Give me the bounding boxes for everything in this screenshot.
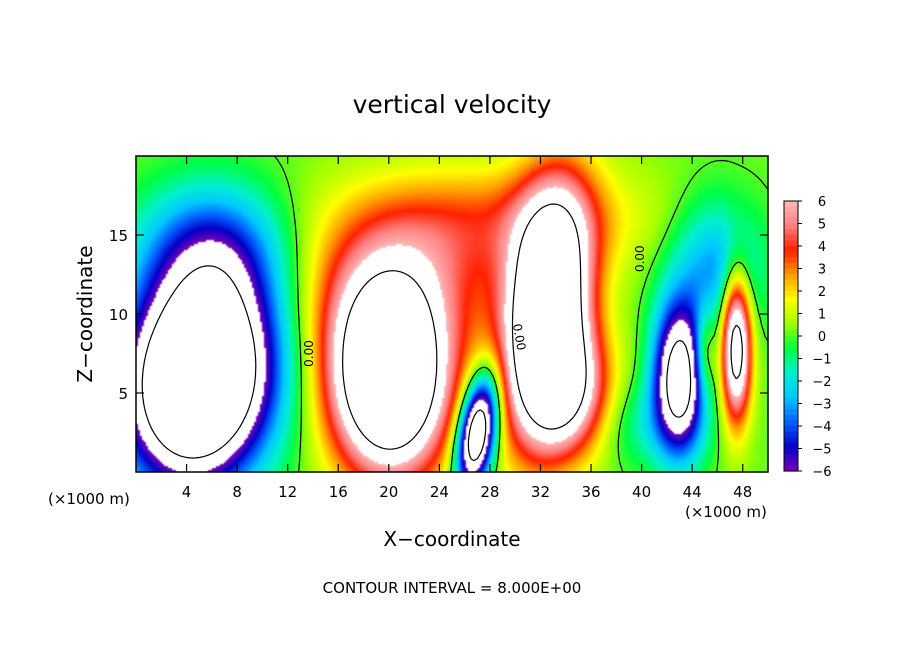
- x-tick-label: 44: [683, 483, 702, 501]
- x-tick-label: 4: [182, 483, 192, 501]
- colorbar-swatch: [784, 420, 798, 427]
- colorbar-swatch: [784, 240, 798, 247]
- velocity-field: [136, 156, 768, 472]
- colorbar-swatch: [784, 364, 798, 371]
- x-axis-label: X−coordinate: [383, 527, 520, 551]
- x-axis: 4 8 12 16 20 24 28 32 36 40 44 48: [182, 156, 752, 501]
- y-axis: 5 10 15: [109, 227, 768, 403]
- colorbar-swatch: [784, 431, 798, 438]
- colorbar-swatch: [784, 324, 798, 331]
- colorbar-swatch: [784, 352, 798, 360]
- colorbar-swatch: [784, 229, 798, 236]
- colorbar-swatch: [784, 403, 798, 410]
- y-tick-label: 5: [118, 385, 128, 403]
- colorbar-tick-label: −6: [812, 465, 831, 480]
- colorbar-swatch: [784, 409, 798, 416]
- y-axis-label: Z−coordinate: [73, 245, 97, 382]
- x-tick-label: 12: [278, 483, 297, 501]
- colorbar-swatch: [784, 442, 798, 450]
- contour-line: [141, 265, 692, 462]
- contour-line: [342, 203, 743, 450]
- colorbar-swatch: [784, 397, 798, 405]
- colorbar-swatch: [784, 285, 798, 292]
- colorbar-labels: 6 5 4 3 2 1 0 −1 −2 −3 −4 −5 −6: [798, 195, 832, 480]
- x-tick-label: 28: [480, 483, 499, 501]
- colorbar-swatch: [784, 381, 798, 388]
- x-tick-label: 48: [733, 483, 752, 501]
- colorbar-tick-label: 4: [818, 240, 826, 255]
- colorbar-tick-label: −3: [812, 398, 831, 413]
- colorbar-swatch: [784, 426, 798, 433]
- colorbar-swatch: [784, 291, 798, 298]
- colorbar-swatch: [784, 274, 798, 281]
- colorbar-swatch: [784, 448, 798, 455]
- colorbar-swatch: [784, 392, 798, 399]
- colorbar-swatch: [784, 375, 798, 382]
- plot-area: [136, 156, 768, 472]
- colorbar-swatch: [784, 358, 798, 365]
- colorbar-tick-label: 6: [818, 195, 826, 210]
- colorbar-swatch: [784, 217, 798, 225]
- contour-line: [273, 156, 768, 472]
- colorbar-swatch: [784, 336, 798, 343]
- colorbar-swatch: [784, 257, 798, 264]
- x-tick-label: 36: [581, 483, 600, 501]
- x-tick-label: 8: [232, 483, 242, 501]
- contour-label: 0.00: [633, 245, 647, 272]
- colorbar-swatch: [784, 347, 798, 354]
- colorbar-swatch: [784, 414, 798, 421]
- x-unit-right: (×1000 m): [685, 503, 767, 521]
- colorbar-tick-label: −2: [812, 375, 831, 390]
- colorbar-swatch: [784, 251, 798, 258]
- chart-title: vertical velocity: [353, 90, 552, 119]
- colorbar-tick-label: −1: [812, 353, 831, 368]
- colorbar-swatch: [784, 201, 798, 208]
- colorbar-tick-label: 3: [818, 263, 826, 278]
- colorbar-tick-label: 5: [818, 218, 826, 233]
- colorbar-tick-label: 2: [818, 285, 826, 300]
- contour-label: 0.00: [302, 340, 316, 367]
- x-tick-label: 40: [632, 483, 651, 501]
- colorbar-swatch: [784, 465, 798, 472]
- colorbar-swatch: [784, 206, 798, 213]
- colorbar-tick-label: 0: [818, 330, 826, 345]
- colorbar-swatch: [784, 296, 798, 303]
- contour-labels: 0.00 0.00 0.00: [302, 245, 647, 367]
- colorbar: [783, 200, 799, 472]
- colorbar-tick-label: −4: [812, 420, 831, 435]
- x-tick-label: 16: [329, 483, 348, 501]
- colorbar-swatch: [784, 212, 798, 219]
- colorbar-swatch: [784, 341, 798, 348]
- colorbar-swatch: [784, 319, 798, 326]
- contour-label: 0.00: [510, 323, 528, 352]
- contour-interval-note: CONTOUR INTERVAL = 8.000E+00: [323, 579, 582, 597]
- colorbar-swatch: [784, 234, 798, 241]
- colorbar-swatch: [784, 454, 798, 461]
- x-tick-label: 32: [531, 483, 550, 501]
- colorbar-swatch: [784, 223, 798, 230]
- y-tick-label: 15: [109, 227, 128, 245]
- colorbar-tick-label: −5: [812, 443, 831, 458]
- x-unit-left: (×1000 m): [48, 490, 130, 508]
- colorbar-swatch: [784, 459, 798, 466]
- colorbar-swatch: [784, 307, 798, 315]
- colorbar-tick-label: 1: [818, 308, 826, 323]
- colorbar-swatch: [784, 330, 798, 337]
- x-tick-label: 20: [379, 483, 398, 501]
- x-tick-label: 24: [430, 483, 449, 501]
- colorbar-swatch: [784, 386, 798, 393]
- colorbar-swatch: [784, 279, 798, 286]
- colorbar-swatch: [784, 302, 798, 309]
- colorbar-swatch: [784, 262, 798, 270]
- colorbar-swatch: [784, 313, 798, 320]
- colorbar-swatch: [784, 268, 798, 275]
- y-tick-label: 10: [109, 306, 128, 324]
- contour-lines: [141, 156, 768, 472]
- colorbar-swatch: [784, 437, 798, 444]
- colorbar-swatch: [784, 246, 798, 253]
- colorbar-swatch: [784, 369, 798, 376]
